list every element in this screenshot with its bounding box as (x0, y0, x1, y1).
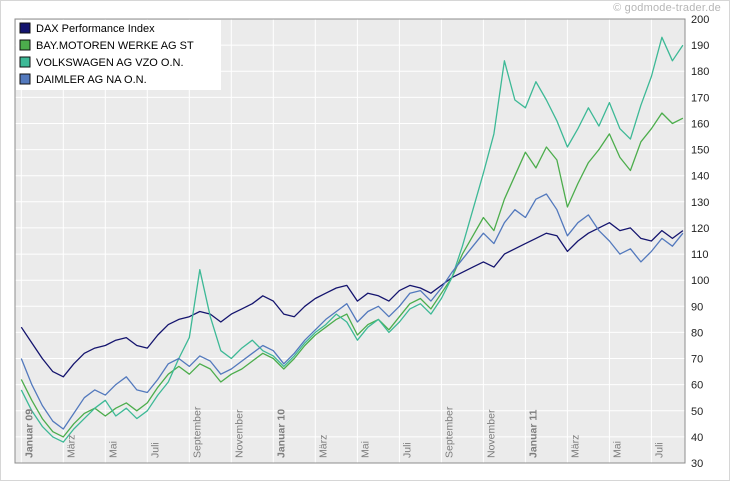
y-axis-label: 160 (691, 119, 709, 131)
x-axis-label: März (65, 435, 77, 458)
legend-swatch-volkswagen-ag-vzo-o-n (19, 56, 31, 68)
y-axis-label: 200 (691, 14, 709, 26)
y-axis-label: 150 (691, 145, 709, 157)
y-axis-label: 140 (691, 171, 709, 183)
x-axis-label: Mai (611, 441, 623, 458)
plot-border (14, 18, 686, 464)
x-axis-label: März (317, 435, 329, 458)
y-axis-label: 170 (691, 92, 709, 104)
y-axis-label: 190 (691, 40, 709, 52)
watermark: © godmode-trader.de (613, 2, 721, 14)
x-axis-label: Mai (107, 441, 119, 458)
x-axis-label: Januar 10 (275, 409, 287, 458)
x-axis-label: Juli (401, 442, 413, 458)
legend-label-bay-motoren-werke-ag-st: BAY.MOTOREN WERKE AG ST (36, 40, 194, 52)
legend-bg (16, 20, 221, 90)
y-axis-label: 40 (691, 432, 703, 444)
x-axis-label: Juli (653, 442, 665, 458)
legend-swatch-bay-motoren-werke-ag-st (19, 39, 31, 51)
legend: DAX Performance Index BAY.MOTOREN WERKE A… (16, 20, 221, 90)
x-axis-label: Januar 11 (527, 409, 539, 458)
series-line-daimler-ag-na-o-n (20, 193, 684, 430)
x-axis-label: Mai (359, 441, 371, 458)
series-line-dax-performance-index (20, 222, 684, 378)
x-axis-label: September (443, 406, 455, 458)
y-axis-label: 110 (691, 249, 709, 261)
y-axis-label: 120 (691, 223, 709, 235)
series-line-volkswagen-ag-vzo-o-n (20, 36, 684, 443)
x-axis-label: November (233, 409, 245, 458)
x-axis-label: Juli (149, 442, 161, 458)
x-axis-label: März (569, 435, 581, 458)
x-axis-label: November (485, 409, 497, 458)
legend-label-daimler-ag-na-o-n: DAIMLER AG NA O.N. (36, 74, 147, 86)
series-line-bay-motoren-werke-ag-st (20, 112, 684, 438)
y-axis-label: 60 (691, 380, 703, 392)
x-axis-label: September (191, 406, 203, 458)
y-axis-label: 90 (691, 301, 703, 313)
legend-label-dax-performance-index: DAX Performance Index (36, 23, 155, 35)
y-axis-label: 80 (691, 327, 703, 339)
y-axis-label: 100 (691, 275, 709, 287)
y-axis-label: 130 (691, 197, 709, 209)
y-axis-label: 50 (691, 406, 703, 418)
y-axis-label: 180 (691, 66, 709, 78)
y-axis-label: 70 (691, 354, 703, 366)
legend-label-volkswagen-ag-vzo-o-n: VOLKSWAGEN AG VZO O.N. (36, 57, 184, 69)
legend-swatch-dax-performance-index (19, 22, 31, 34)
y-axis-label: 30 (691, 458, 703, 470)
x-axis-label: Januar 09 (23, 409, 35, 458)
legend-swatch-daimler-ag-na-o-n (19, 73, 31, 85)
plot-area (15, 19, 685, 463)
